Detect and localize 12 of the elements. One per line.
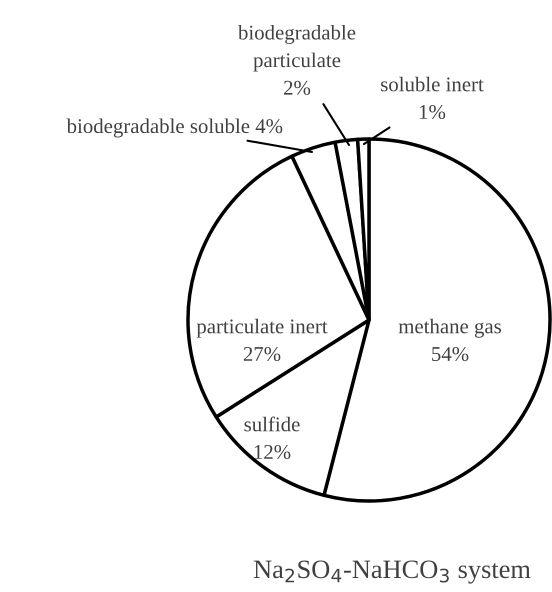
data-label: 2% [284,80,310,95]
slice-label: sulfide [244,416,300,432]
slice-label: methane gas [398,318,502,338]
text: Na$_{2}$SO$_{4}$-NaHCO$_{3}$ system [254,560,531,584]
slice-label: biodegradable soluble 4% [66,118,282,138]
data-label: 27% [244,346,280,362]
slice-label: particulate inert [196,318,328,338]
slice-label: biodegradable particulate [238,24,356,72]
slice-label: soluble inert [381,76,484,92]
data-label: 12% [254,444,290,460]
data-label: 54% [432,346,468,362]
data-label: 1% [420,104,446,120]
